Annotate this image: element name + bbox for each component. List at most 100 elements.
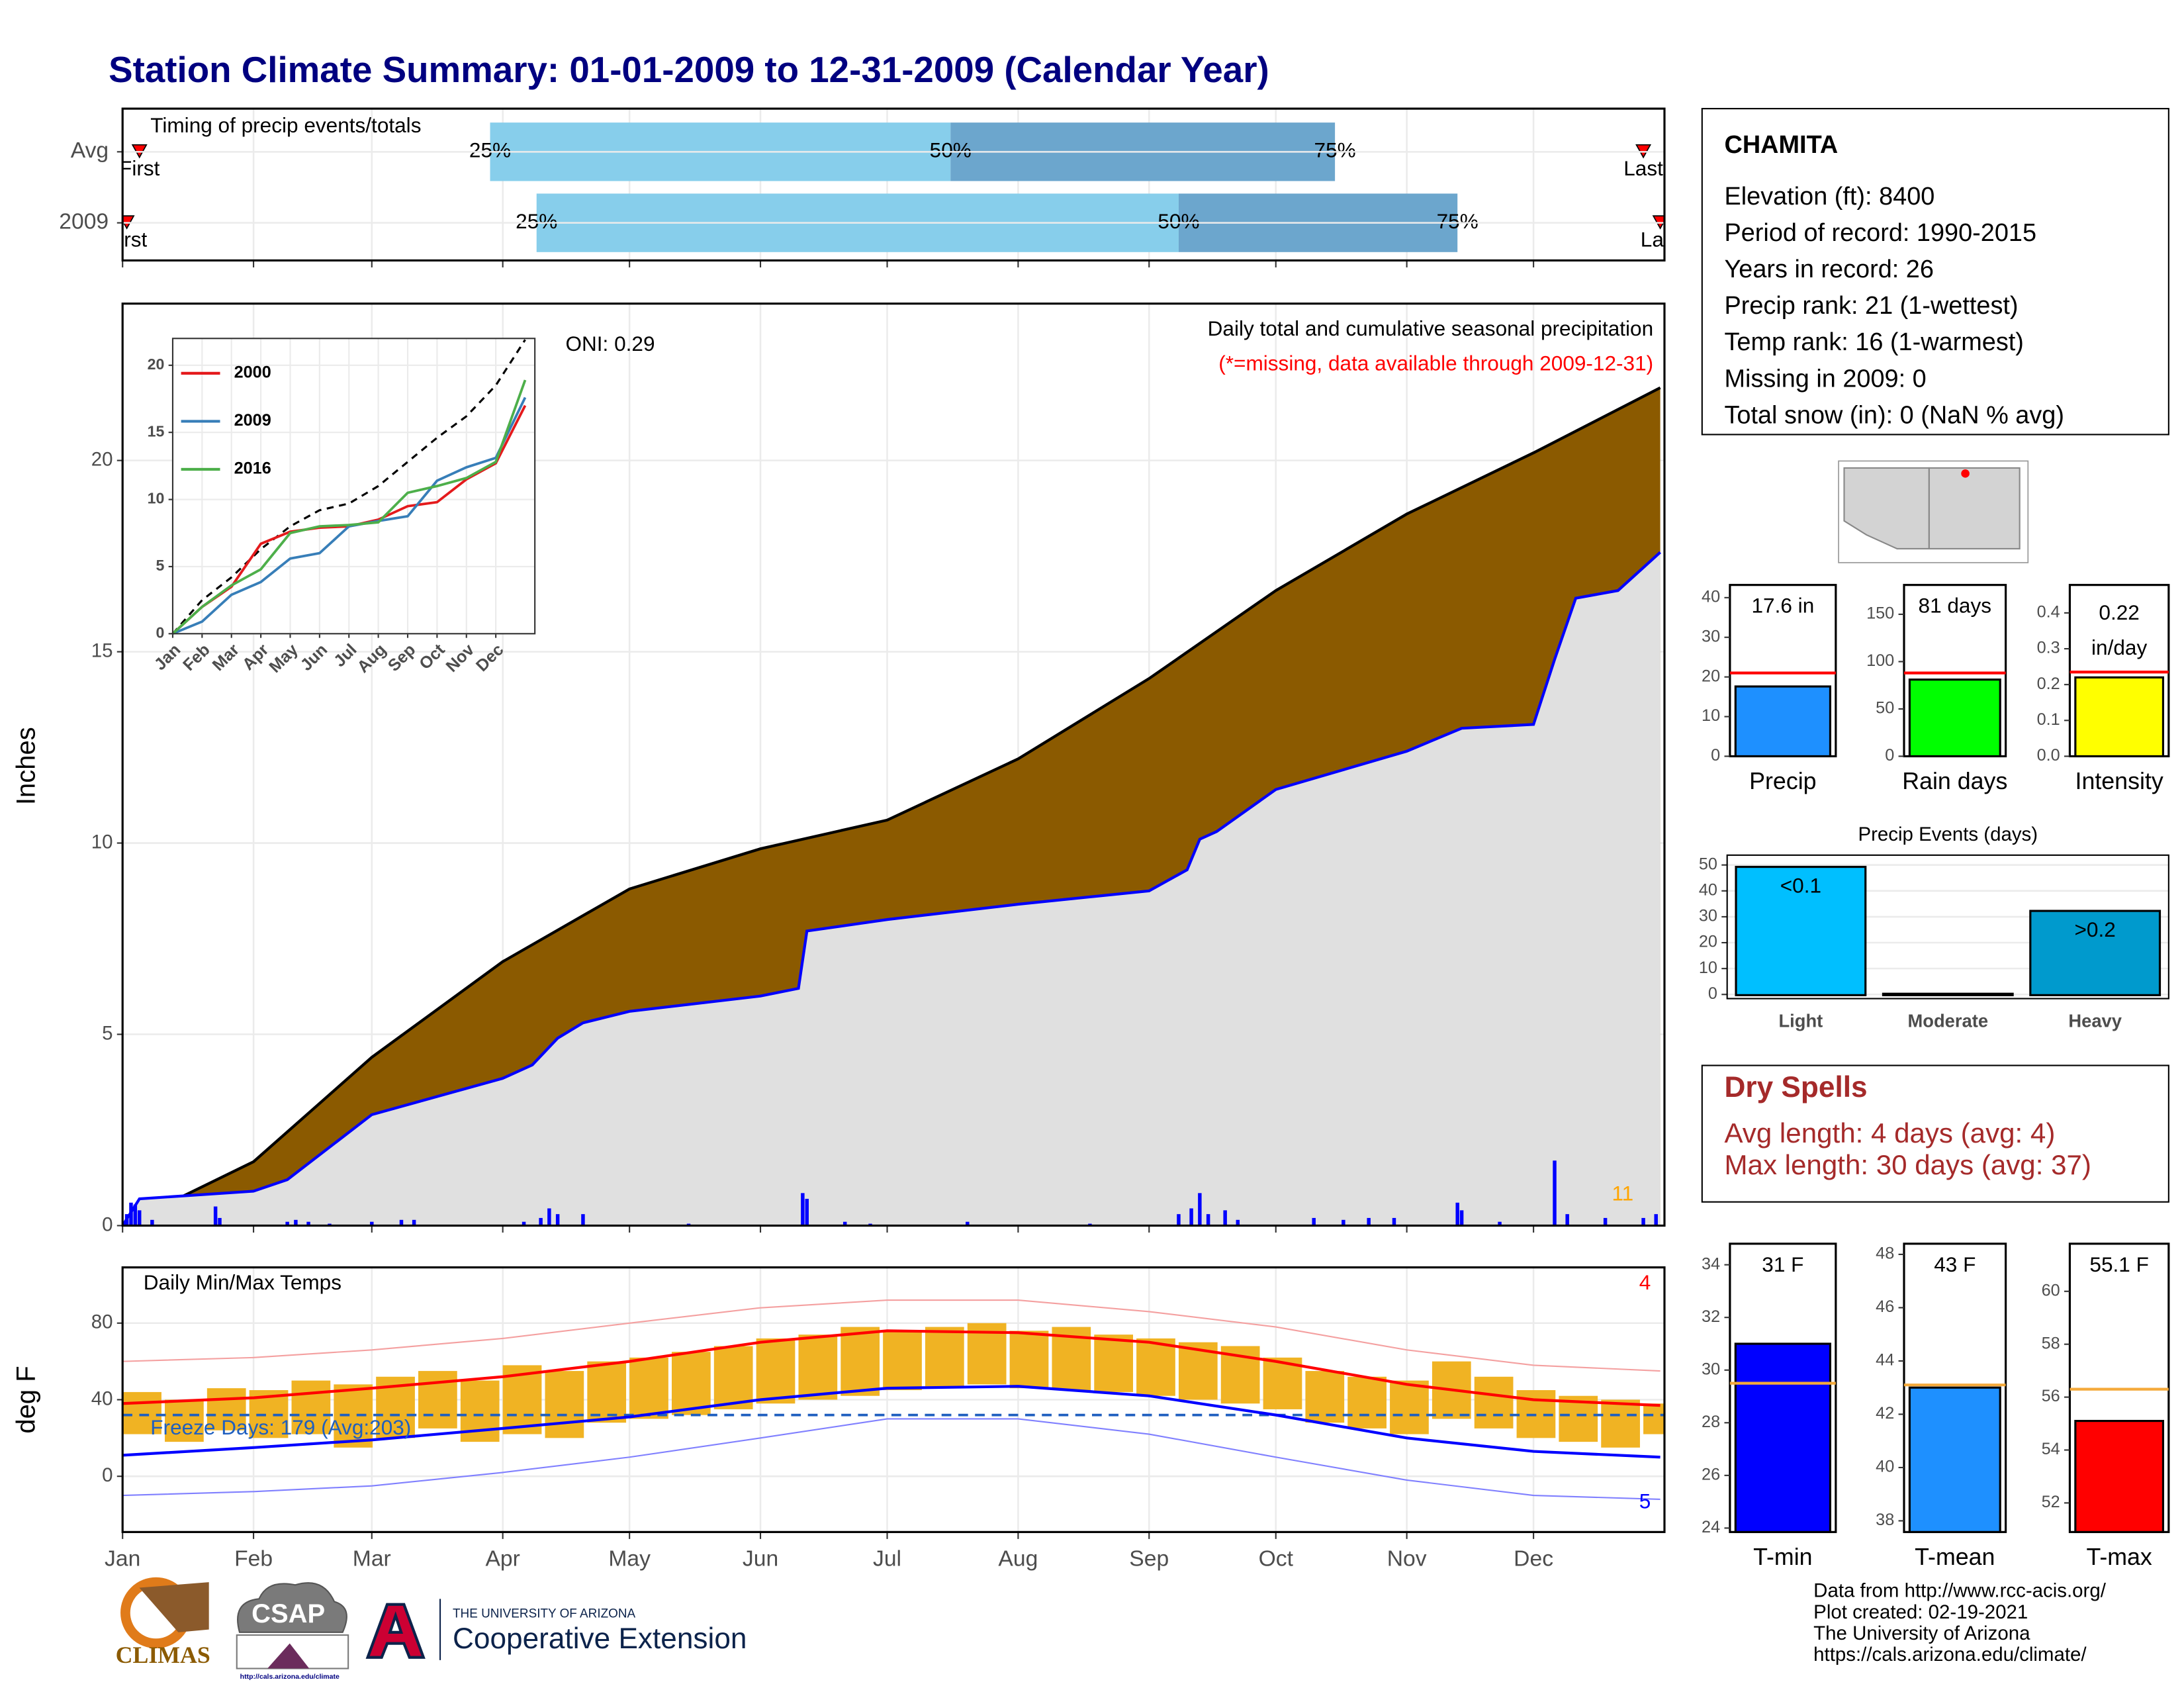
daily-precip-bar	[1553, 1160, 1557, 1226]
timing-marker-label: Last	[1641, 227, 1680, 251]
dry-spell-line: Avg length: 4 days (avg: 4)	[1724, 1117, 2055, 1149]
max-cumulative-line	[171, 339, 526, 635]
y-axis-label: Inches	[12, 727, 41, 805]
daily-precip-bar	[1367, 1217, 1371, 1226]
daily-temp-range	[122, 1391, 161, 1434]
oni-label: ONI: 0.29	[565, 332, 655, 355]
daily-precip-bar	[1565, 1214, 1569, 1226]
ua-logo	[365, 1603, 426, 1659]
y-tick-label: 0	[102, 1213, 113, 1235]
value-label: 55.1 F	[2089, 1252, 2148, 1276]
x-tick-label: Feb	[234, 1546, 273, 1571]
x-tick-label: Dec	[1514, 1546, 1553, 1571]
daily-temp-range	[1601, 1399, 1640, 1448]
x-tick-label: Jun	[743, 1546, 778, 1571]
freeze-label: Freeze Days: 179 (Avg:203)	[150, 1415, 411, 1439]
missing-note: (*=missing, data available through 2009-…	[1218, 352, 1653, 375]
y-tick-label: 24	[1702, 1518, 1720, 1536]
y-tick-label: 46	[1876, 1297, 1894, 1316]
daily-precip-bar	[1641, 1217, 1645, 1226]
percent-label: 75%	[1314, 138, 1356, 162]
y-tick-label: 10	[1702, 706, 1720, 725]
daily-temp-range	[925, 1327, 964, 1389]
record-low-count: 5	[1639, 1489, 1651, 1513]
event-bar	[1882, 992, 2014, 996]
y-tick-label: 150	[1866, 604, 1894, 623]
panel-frame	[121, 303, 1666, 1227]
daily-precip-bar	[801, 1193, 805, 1226]
percent-label: 25%	[469, 138, 511, 162]
y-tick-label: 44	[1876, 1351, 1894, 1370]
footer-line: https://cals.arizona.edu/climate/	[1813, 1644, 2087, 1665]
y-tick-label: 20	[1699, 933, 1717, 951]
daily-precip-bar	[1236, 1219, 1240, 1226]
summary-bar	[1734, 1342, 1832, 1533]
legend-label: 2009	[234, 411, 271, 430]
y-tick-label: 40	[1699, 880, 1717, 899]
x-axis-label: Rain days	[1902, 768, 2007, 794]
csap-logo-text: CSAP	[251, 1599, 325, 1628]
x-tick-label: Jan	[105, 1546, 140, 1571]
y-tick-label: 48	[1876, 1244, 1894, 1263]
daily-precip-bar	[547, 1208, 551, 1226]
percent-label: 50%	[930, 138, 972, 162]
legend-label: 2016	[234, 459, 271, 478]
csap-cloud	[237, 1582, 347, 1633]
summary-bar	[2074, 676, 2165, 758]
summary-bar	[1908, 679, 2001, 758]
y-tick-label: 34	[1702, 1254, 1720, 1273]
y-tick-label: 0	[156, 624, 164, 641]
daily-temp-range	[756, 1338, 796, 1404]
station-line: Precip rank: 21 (1-wettest)	[1724, 292, 2018, 320]
y-tick-label: 80	[91, 1311, 113, 1333]
record-max-line	[122, 1299, 1661, 1372]
y-tick-label: 0.4	[2037, 603, 2060, 622]
daily-precip-bar	[150, 1219, 154, 1226]
series-line	[171, 379, 527, 635]
y-tick-label: 0	[102, 1464, 113, 1486]
station-line: Years in record: 26	[1724, 256, 1933, 283]
daily-precip-bar	[137, 1210, 142, 1226]
daily-temp-range	[671, 1352, 711, 1415]
y-tick-label: 26	[1702, 1466, 1720, 1484]
y-tick-label: 50	[1876, 699, 1894, 718]
y-tick-label: 0	[1885, 746, 1894, 765]
dry-spell-line: Max length: 30 days (avg: 37)	[1724, 1149, 2091, 1180]
station-box	[1701, 108, 2169, 436]
daily-temp-range	[206, 1388, 246, 1430]
x-tick-label: Aug	[998, 1546, 1038, 1571]
daily-temp-range	[1347, 1376, 1387, 1429]
daily-precip-bar	[1177, 1214, 1181, 1226]
daily-temp-range	[1474, 1376, 1514, 1429]
x-axis-label: T-max	[2086, 1544, 2152, 1570]
daily-precip-bar	[1459, 1210, 1464, 1226]
station-line: Elevation (ft): 8400	[1724, 183, 1934, 211]
y-tick-label: 28	[1702, 1413, 1720, 1431]
y-tick-label: 38	[1876, 1511, 1894, 1529]
timing-marker-label: Last	[1623, 156, 1663, 180]
panel-frame	[121, 107, 1666, 262]
daily-precip-bar	[1654, 1214, 1658, 1226]
y-tick-label: 5	[102, 1022, 113, 1044]
daily-temp-range	[1009, 1331, 1049, 1389]
station-line: Period of record: 1990-2015	[1724, 219, 2036, 247]
x-tick-label: Jul	[873, 1546, 901, 1571]
daily-precip-bar	[124, 1214, 129, 1226]
daily-precip-bar	[285, 1221, 289, 1226]
y-tick-label: 30	[1702, 627, 1720, 645]
y-tick-label: 32	[1702, 1307, 1720, 1326]
x-axis-label: T-mean	[1915, 1544, 1995, 1570]
daily-precip-bar	[1223, 1210, 1227, 1226]
daily-precip-bar	[1342, 1219, 1345, 1226]
y-tick-label: 10	[1699, 959, 1717, 977]
x-tick-label: Light	[1778, 1011, 1823, 1031]
y-tick-label: 15	[91, 639, 113, 661]
daily-precip-bar	[1603, 1217, 1608, 1226]
row-label: 2009	[59, 210, 109, 234]
station-line: Temp rank: 16 (1-warmest)	[1724, 328, 2023, 356]
bar-label: >0.2	[2075, 917, 2116, 941]
precip-layers	[122, 386, 1662, 1226]
y-tick-label: 0	[1711, 746, 1720, 765]
daily-temp-range	[291, 1380, 331, 1434]
